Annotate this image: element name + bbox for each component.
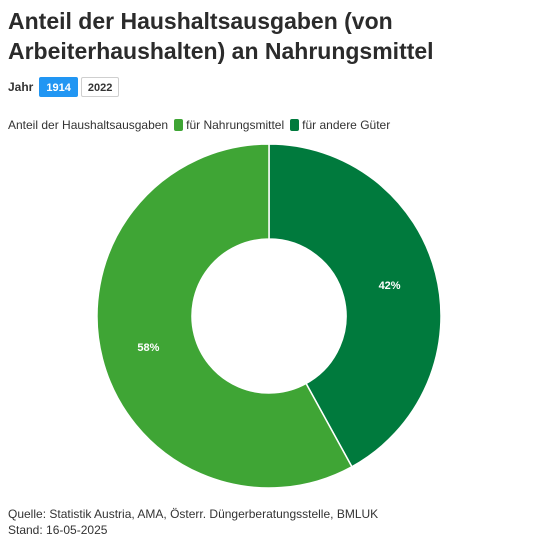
source-note: Quelle: Statistik Austria, AMA, Österr. … bbox=[8, 507, 379, 521]
legend: Anteil der Haushaltsausgaben für Nahrung… bbox=[8, 118, 396, 132]
legend-item-other[interactable]: für andere Güter bbox=[290, 118, 390, 132]
year-button-1914[interactable]: 1914 bbox=[39, 77, 78, 97]
legend-item-food[interactable]: für Nahrungsmittel bbox=[174, 118, 284, 132]
footer: Quelle: Statistik Austria, AMA, Österr. … bbox=[8, 506, 378, 538]
year-label: Jahr bbox=[8, 80, 34, 94]
donut-chart: 42% 58% bbox=[96, 143, 442, 489]
slice-other[interactable] bbox=[268, 143, 442, 468]
chart-title: Anteil der Haushaltsausgaben (von Arbeit… bbox=[8, 8, 434, 64]
legend-swatch-other bbox=[290, 119, 300, 131]
date-note: Stand: 16-05-2025 bbox=[8, 523, 108, 537]
year-selector: Jahr 1914 2022 bbox=[8, 77, 122, 97]
legend-label-food: für Nahrungsmittel bbox=[186, 118, 285, 132]
slice-food[interactable] bbox=[96, 143, 353, 489]
data-label-other: 42% bbox=[379, 280, 401, 292]
legend-title: Anteil der Haushaltsausgaben bbox=[8, 118, 169, 132]
legend-swatch-food bbox=[174, 119, 184, 131]
year-button-2022[interactable]: 2022 bbox=[80, 77, 120, 97]
legend-label-other: für andere Güter bbox=[302, 118, 391, 132]
data-label-food: 58% bbox=[137, 342, 159, 354]
